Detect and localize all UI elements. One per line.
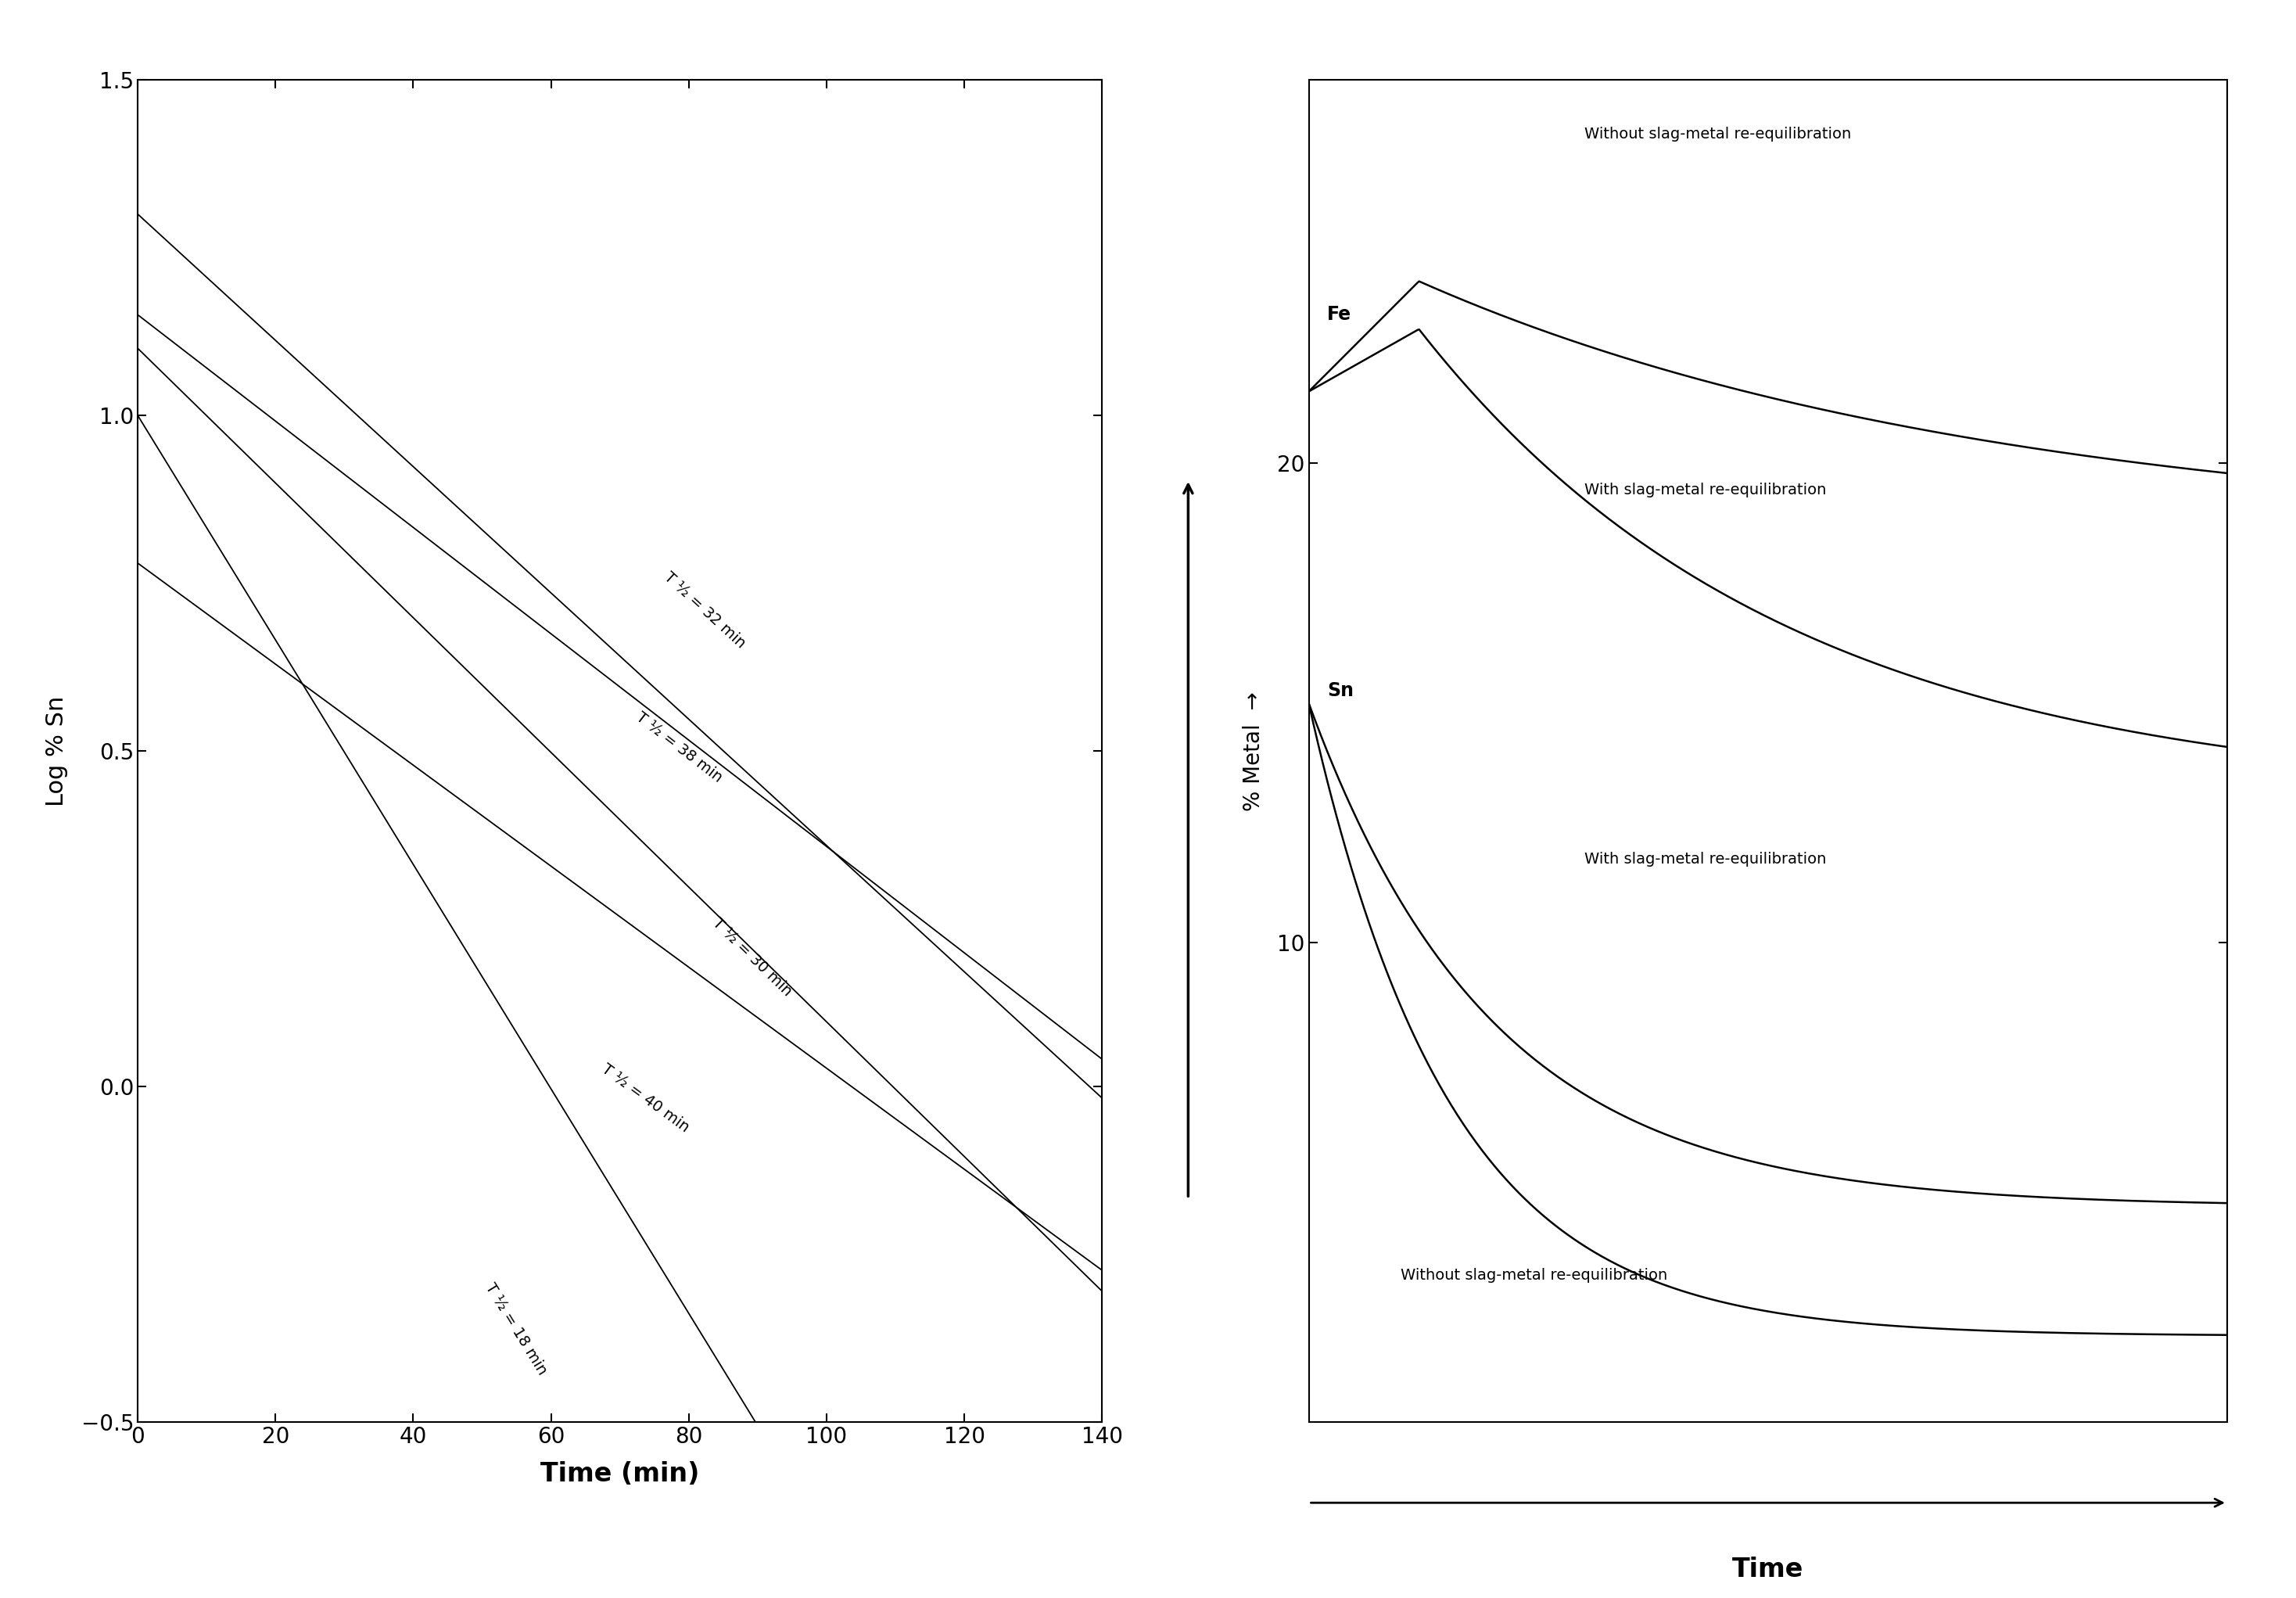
Text: Time: Time: [1731, 1556, 1805, 1582]
Text: Without slag-metal re-equilibration: Without slag-metal re-equilibration: [1401, 1267, 1667, 1283]
Text: Sn: Sn: [1327, 681, 1355, 700]
Y-axis label: % Metal  →: % Metal →: [1242, 692, 1265, 810]
Text: T ½ = 38 min: T ½ = 38 min: [634, 710, 726, 785]
Text: T ½ = 40 min: T ½ = 40 min: [599, 1061, 693, 1135]
Text: With slag-metal re-equilibration: With slag-metal re-equilibration: [1584, 483, 1825, 497]
Text: Fe: Fe: [1327, 305, 1352, 324]
Text: T ½ = 18 min: T ½ = 18 min: [482, 1280, 549, 1377]
Text: Without slag-metal re-equilibration: Without slag-metal re-equilibration: [1584, 126, 1851, 142]
Text: T ½ = 30 min: T ½ = 30 min: [709, 916, 794, 999]
X-axis label: Time (min): Time (min): [540, 1461, 700, 1486]
Y-axis label: Log % Sn: Log % Sn: [46, 695, 69, 807]
Text: T ½ = 32 min: T ½ = 32 min: [661, 569, 748, 650]
Text: With slag-metal re-equilibration: With slag-metal re-equilibration: [1584, 852, 1825, 866]
